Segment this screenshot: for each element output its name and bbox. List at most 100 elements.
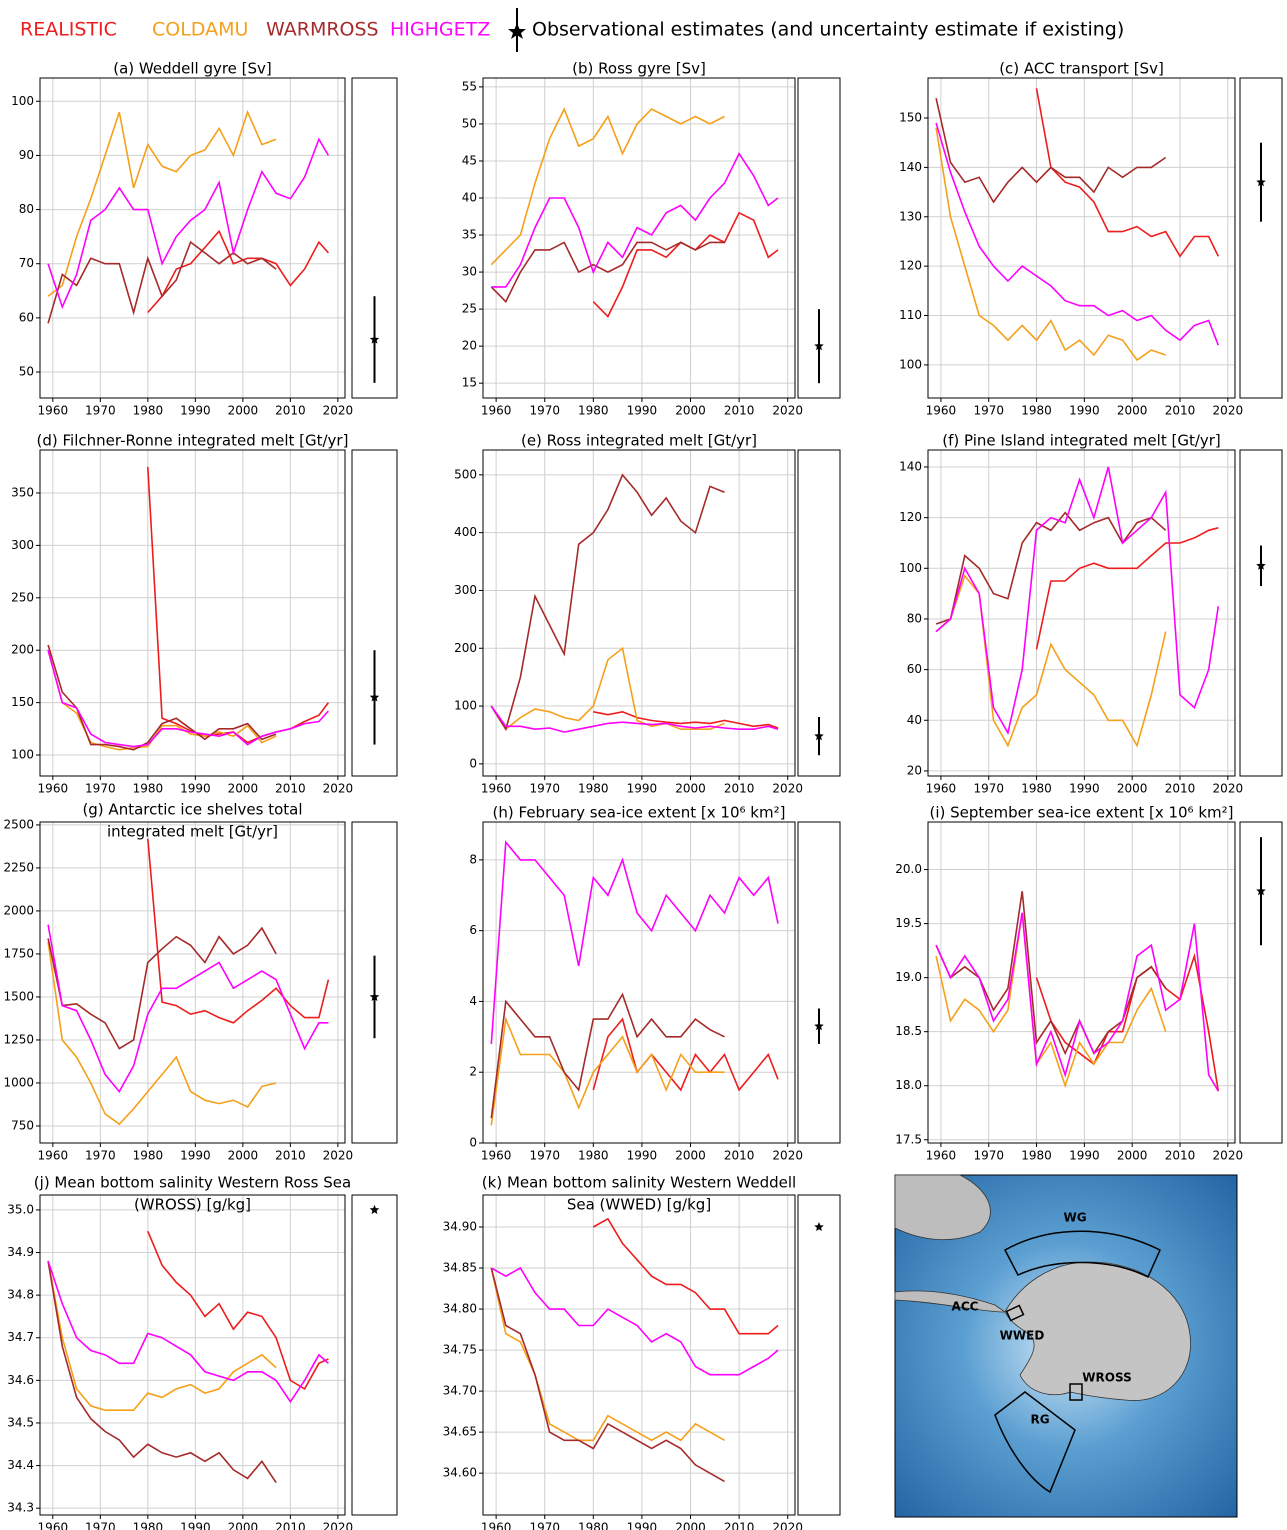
y-tick-label: 34.75 [443,1343,477,1357]
observation-frame [351,77,398,399]
y-tick-label: 18.0 [895,1078,922,1092]
y-tick-label: 500 [454,467,477,481]
x-tick-label: 1990 [1069,782,1100,796]
plot-frame [482,449,796,777]
x-tick-label: 2010 [275,782,306,796]
y-tick-label: 50 [19,365,34,379]
observation-frame [351,1194,398,1516]
y-tick-label: 45 [462,153,477,167]
chart-title: (b) Ross gyre [Sv] [572,60,706,78]
map: WG ACC WWED WROSS RG [894,1174,1238,1518]
series-line [490,473,725,732]
y-tick-label: 34.5 [7,1415,34,1429]
chart-title: (h) February sea-ice extent [x 10⁶ km²] [493,804,786,822]
y-tick-label: 120 [899,259,922,273]
y-tick-label: 34.70 [443,1384,477,1398]
x-tick-label: 2020 [772,1149,803,1163]
x-tick-label: 1970 [85,404,116,418]
x-tick-label: 1960 [481,782,512,796]
legend-entry: HIGHGETZ [390,19,490,41]
x-tick-label: 1980 [133,1521,164,1530]
x-tick-label: 1990 [627,1521,658,1530]
series-line [490,1267,725,1442]
x-tick-label: 1970 [529,1149,560,1163]
series-line [935,511,1167,625]
chart-title: (d) Filchner-Ronne integrated melt [Gt/y… [37,432,349,450]
series-line [490,840,779,1044]
series-line [490,1266,779,1376]
x-tick-label: 1990 [627,782,658,796]
observation-star [369,692,380,702]
y-tick-label: 1500 [3,989,34,1003]
x-tick-label: 1990 [1069,1149,1100,1163]
plot-frame [927,449,1236,777]
observation-frame [1239,449,1283,777]
series-line [935,98,1167,204]
observation-frame [797,77,841,399]
series-line [491,151,779,288]
x-tick-label: 1980 [1021,404,1052,418]
x-tick-label: 2000 [1117,404,1148,418]
x-tick-label: 1960 [38,404,69,418]
series-line [47,924,329,1094]
chart-title: (g) Antarctic ice shelves total [82,801,302,819]
series-line [47,649,329,748]
y-tick-label: 0 [469,1136,477,1150]
series-line [1035,527,1219,650]
observation-star [1256,560,1266,570]
plot-frame [482,1194,796,1516]
series-line [592,1217,779,1335]
y-tick-label: 40 [907,713,922,727]
observation-star [814,341,824,351]
series-line [490,1016,725,1126]
x-tick-label: 2000 [675,1149,706,1163]
x-tick-label: 1960 [38,1149,69,1163]
chart-title: (WROSS) [g/kg] [134,1196,251,1214]
y-tick-label: 6 [469,923,477,937]
series-line [47,926,277,1050]
y-tick-label: 15 [462,376,477,390]
y-tick-label: 34.85 [443,1261,477,1275]
x-tick-label: 2020 [1213,404,1244,418]
y-tick-label: 60 [19,310,34,324]
series-line [147,466,330,744]
y-tick-label: 8 [469,852,477,866]
observation-frame [351,821,398,1144]
y-tick-label: 140 [899,459,922,473]
y-tick-label: 90 [19,148,34,162]
y-tick-label: 1750 [3,946,34,960]
series-line [935,912,1167,1089]
y-tick-label: 300 [11,538,34,552]
x-tick-label: 2010 [275,404,306,418]
observation-frame [797,821,841,1144]
observation-frame [351,449,398,777]
y-tick-label: 2500 [3,817,34,831]
x-tick-label: 1970 [529,404,560,418]
x-tick-label: 2000 [675,782,706,796]
legend-entry: COLDAMU [152,19,248,41]
x-tick-label: 2020 [772,1521,803,1530]
plot-frame [927,77,1236,399]
x-tick-label: 1960 [481,1149,512,1163]
x-tick-label: 2000 [1117,1149,1148,1163]
series-line [47,649,277,751]
x-tick-label: 1960 [926,782,957,796]
observation-frame [797,449,841,777]
series-line [935,574,1167,748]
x-tick-label: 2010 [724,404,755,418]
series-line [490,646,725,731]
y-tick-label: 1000 [3,1075,34,1089]
x-tick-label: 2020 [323,782,354,796]
series-line [935,127,1166,362]
legend-entry: REALISTIC [20,19,117,41]
y-tick-label: 34.90 [443,1220,477,1234]
map-label: WG [1063,1211,1086,1225]
y-tick-label: 17.5 [895,1132,922,1146]
observation-star [814,1222,824,1231]
x-tick-label: 2020 [1213,1149,1244,1163]
observation-star [814,731,824,741]
x-tick-label: 1970 [85,1149,116,1163]
chart-title: (a) Weddell gyre [Sv] [113,60,272,78]
series-line [47,1260,277,1411]
